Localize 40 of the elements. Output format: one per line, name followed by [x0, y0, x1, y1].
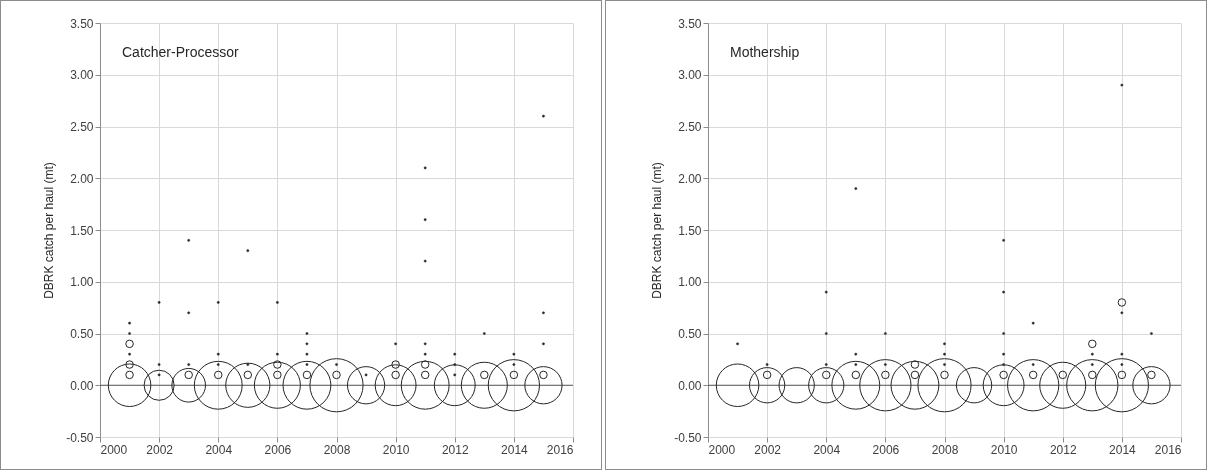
x-tick-label: 2006	[264, 442, 292, 457]
y-tick-label: 1.50	[678, 223, 702, 238]
annotation: Mothership	[730, 44, 800, 60]
x-tick-label: 2008	[323, 442, 351, 457]
y-axis-title: DBRK catch per haul (mt)	[650, 162, 665, 299]
x-tick-label: 2006	[872, 442, 900, 457]
y-tick-label: 3.00	[70, 68, 94, 83]
y-tick-label: 2.00	[70, 171, 94, 186]
x-tick-label: 2010	[990, 442, 1018, 457]
y-tick-label: 1.50	[70, 223, 94, 238]
y-tick-label: 0.50	[70, 327, 94, 341]
x-tick-label: 2002	[146, 442, 174, 457]
x-tick-label: 2014	[501, 442, 529, 457]
x-tick-label: 2010	[382, 442, 410, 457]
x-tick-label: 2012	[441, 442, 469, 457]
y-tick-label: 0.00	[678, 378, 702, 393]
y-axis-title: DBRK catch per haul (mt)	[42, 162, 57, 299]
y-tick-label: -0.50	[66, 430, 94, 445]
annotation: Catcher-Processor	[122, 44, 240, 60]
y-tick-label: -0.50	[674, 430, 702, 445]
x-tick-label: 2008	[931, 442, 959, 457]
y-tick-label: 1.00	[678, 275, 702, 290]
x-tick-label: 2000	[100, 442, 128, 457]
x-tick-label: 2000	[708, 442, 736, 457]
x-tick-label: 2012	[1049, 442, 1077, 457]
x-tick-label: 2014	[1109, 442, 1137, 457]
y-tick-label: 0.50	[678, 327, 702, 341]
y-tick-label: 1.00	[70, 275, 94, 290]
x-tick-label: 2002	[754, 442, 782, 457]
x-tick-label: 2016	[546, 442, 574, 457]
y-tick-label: 3.00	[678, 68, 702, 83]
y-tick-label: 2.50	[70, 120, 94, 134]
y-tick-label: 0.00	[70, 378, 94, 393]
x-tick-label: 2004	[205, 442, 233, 457]
y-tick-label: 3.50	[678, 16, 702, 31]
x-tick-label: 2016	[1154, 442, 1182, 457]
y-tick-label: 2.50	[678, 120, 702, 134]
x-tick-label: 2004	[813, 442, 841, 457]
y-tick-label: 3.50	[70, 16, 94, 31]
y-tick-label: 2.00	[678, 171, 702, 186]
